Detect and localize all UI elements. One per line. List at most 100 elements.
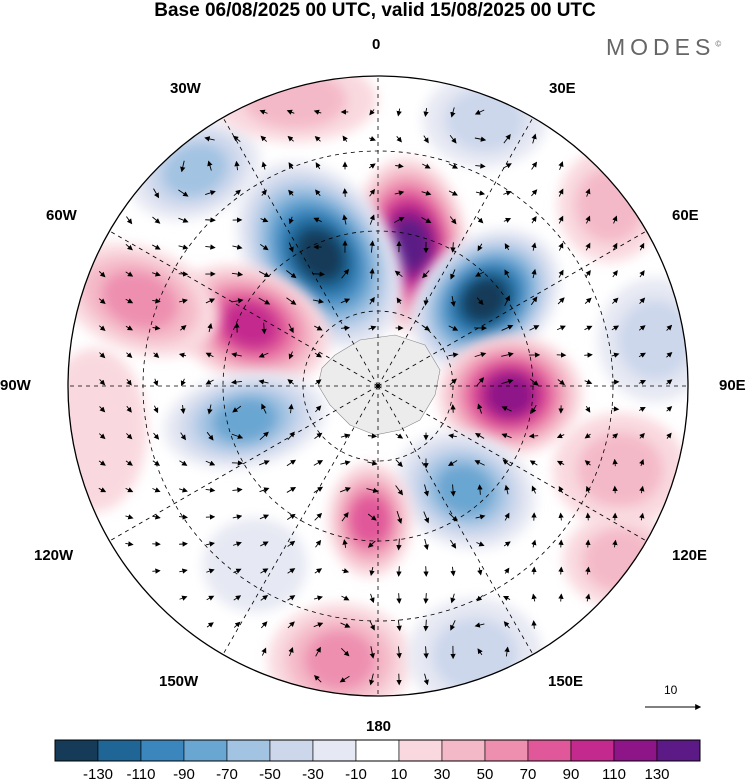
wind-arrow [315,379,322,385]
wind-arrow [341,568,350,574]
wind-arrow [231,298,244,304]
wind-arrow [501,352,514,358]
wind-arrow [503,621,510,629]
wind-arrow [639,485,645,494]
colorbar-tick-label: -70 [216,766,238,783]
wind-arrow [502,459,511,467]
wind-arrow [153,432,160,440]
wind-arrow [152,325,161,331]
wind-arrow [287,621,295,629]
wind-arrow [423,566,429,577]
wind-arrow [341,512,349,522]
wind-arrow [369,566,375,577]
wind-arrow [179,514,189,520]
wind-arrow [477,484,483,495]
wind-arrow [261,161,267,170]
wind-arrow [313,595,323,601]
wind-arrow [477,243,483,252]
wind-arrow [98,325,106,332]
wind-arrow [315,405,322,413]
wind-arrow [503,134,511,144]
wind-arrow [261,403,267,414]
wind-arrow [396,108,402,117]
wind-arrow [395,485,404,496]
wind-arrow [126,216,133,225]
colorbar-cell [97,739,142,762]
wind-arrow [152,514,161,520]
wind-arrow [313,217,322,223]
wind-arrow [504,512,510,521]
wind-arrow [531,404,537,414]
wind-arrow [287,540,296,547]
wind-arrow [501,406,512,412]
wind-arrow [421,190,432,196]
lon-label-90w: 90W [0,377,31,394]
wind-arrow [395,459,403,468]
wind-arrow [287,379,295,385]
wind-arrow [314,512,323,521]
wind-arrow [423,673,429,686]
wind-arrow [584,297,592,304]
wind-arrow [639,242,645,251]
wind-arrow [423,107,429,118]
wind-arrow [585,242,591,251]
wind-arrow [286,297,297,305]
colorbar-cell [183,739,228,762]
wind-arrow [233,189,241,197]
wind-arrow [666,406,673,412]
wind-arrow [448,512,458,522]
wind-arrow [286,270,297,279]
wind-arrow [531,242,537,251]
wind-arrow [450,484,456,497]
lon-label-120e: 120E [672,547,708,564]
brand-name: MODES [606,34,716,60]
wind-arrow [151,244,161,250]
wind-arrow [558,566,564,575]
anomaly-center [438,335,582,455]
wind-arrow [474,109,485,115]
wind-arrow [125,541,134,547]
wind-arrow [315,162,321,170]
wind-arrow [448,190,458,196]
wind-arrow [477,648,483,656]
wind-arrow [474,352,487,358]
wind-arrow [531,268,537,279]
colorbar-cell [269,739,314,762]
wind-arrow [259,244,269,251]
wind-arrow [126,352,133,359]
colorbar-tick-label: 70 [519,766,537,783]
wind-arrow [179,460,188,466]
wind-arrow [178,487,188,493]
wind-arrow [558,512,564,521]
wind-arrow [180,432,186,441]
wind-arrow [259,487,270,493]
wind-arrow [423,135,429,144]
wind-arrow [125,243,133,251]
colorbar-tick-label: 130 [644,766,670,783]
wind-arrow [232,487,243,493]
wind-arrow [450,593,456,604]
wind-arrow [205,190,216,196]
wind-arrow [367,513,377,521]
wind-arrow [180,160,186,173]
wind-arrow [531,539,537,548]
wind-arrow [638,379,647,385]
anomaly-center [598,278,688,402]
wind-arrow [315,539,322,548]
lon-label-90e: 90E [719,377,746,394]
colorbar-tick-label: -110 [126,766,156,783]
colorbar-tick-label: 10 [390,766,408,783]
wind-arrow [531,189,538,197]
wind-arrow [98,271,106,278]
colorbar-cell [656,739,701,762]
wind-arrow [153,378,159,387]
wind-arrow [531,161,538,170]
wind-arrow [530,296,538,306]
wind-arrow [99,406,106,413]
colorbar-tick-label: -50 [259,766,281,783]
meridian-line [109,385,379,542]
wind-arrow [125,487,134,493]
wind-arrow [368,136,376,142]
wind-arrow [585,512,591,521]
wind-arrow [477,567,483,576]
